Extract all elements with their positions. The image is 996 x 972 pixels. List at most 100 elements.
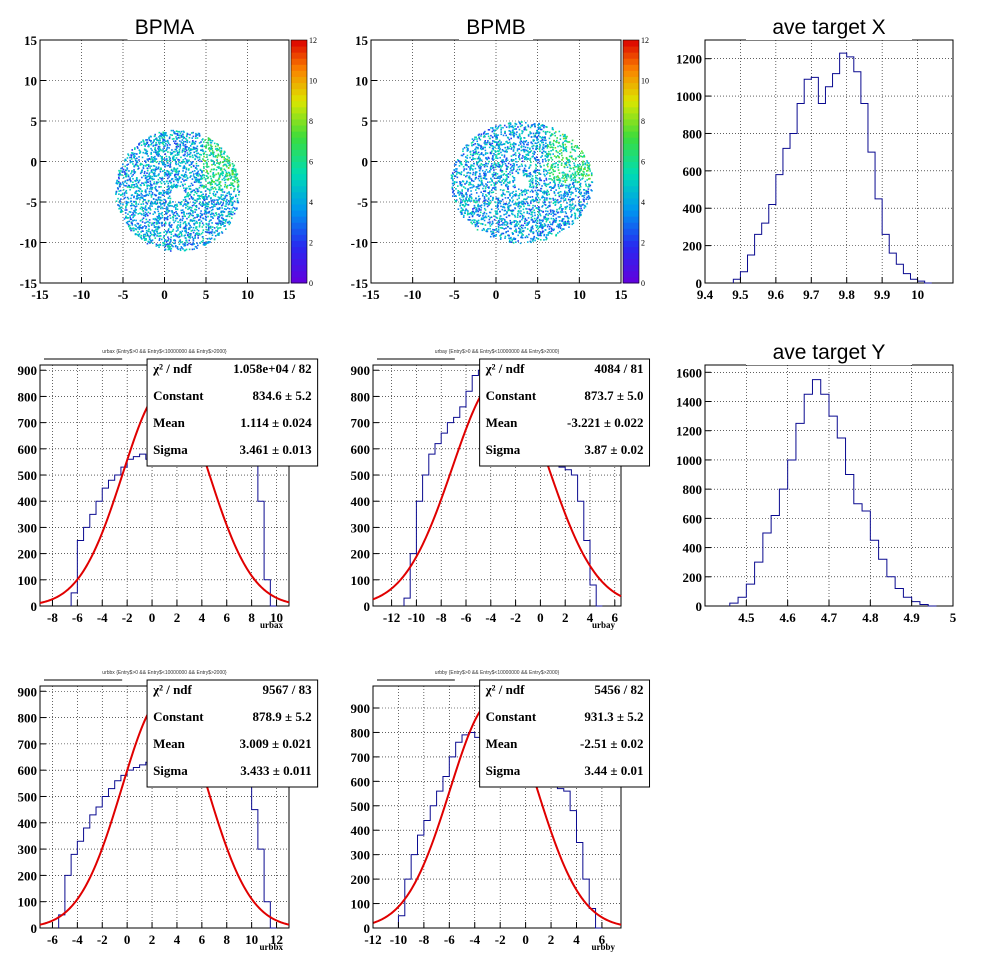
- heatmap-cell: [573, 212, 576, 215]
- heatmap-cell: [229, 212, 232, 215]
- heatmap-cell: [515, 231, 518, 233]
- heatmap-cell: [517, 166, 520, 168]
- heatmap-cell: [152, 218, 155, 220]
- heatmap-cell: [515, 158, 517, 160]
- heatmap-cell: [521, 141, 524, 144]
- heatmap-cell: [485, 185, 487, 188]
- heatmap-cell: [159, 232, 162, 234]
- heatmap-cell: [166, 169, 169, 172]
- heatmap-cell: [215, 203, 218, 206]
- heatmap-cell: [235, 194, 237, 196]
- heatmap-cell: [178, 130, 181, 133]
- heatmap-cell: [559, 223, 561, 225]
- heatmap-cell: [186, 152, 189, 154]
- heatmap-cell: [553, 177, 555, 179]
- heatmap-cell: [535, 207, 538, 209]
- heatmap-cell: [520, 202, 522, 204]
- heatmap-cell: [222, 194, 224, 196]
- heatmap-cell: [175, 168, 178, 171]
- heatmap-cell: [535, 156, 538, 158]
- heatmap-cell: [482, 146, 485, 149]
- heatmap-cell: [569, 164, 571, 167]
- heatmap-cell: [184, 242, 187, 244]
- heatmap-cell: [180, 233, 183, 236]
- heatmap-cell: [152, 145, 155, 147]
- heatmap-cell: [199, 174, 202, 177]
- heatmap-cell: [462, 180, 465, 183]
- heatmap-cell: [148, 199, 150, 202]
- heatmap-cell: [483, 134, 486, 137]
- heatmap-cell: [191, 210, 194, 212]
- heatmap-cell: [131, 175, 133, 178]
- heatmap-cell: [465, 199, 468, 202]
- heatmap-cell: [532, 132, 535, 135]
- heatmap-cell: [568, 189, 571, 192]
- heatmap-cell: [145, 164, 148, 166]
- heatmap-cell: [489, 227, 491, 230]
- heatmap-cell: [230, 175, 233, 178]
- heatmap-cell: [202, 243, 205, 246]
- heatmap-cell: [539, 144, 542, 147]
- heatmap-cell: [126, 179, 129, 181]
- heatmap-cell: [220, 220, 223, 223]
- heatmap-cell: [539, 232, 542, 235]
- heatmap-cell: [172, 157, 174, 159]
- heatmap-cell: [150, 151, 153, 154]
- heatmap-cell: [583, 196, 586, 199]
- heatmap-cell: [158, 206, 161, 208]
- heatmap-cell: [480, 209, 482, 211]
- colorbar-segment: [291, 197, 307, 205]
- heatmap-cell: [175, 171, 177, 174]
- heatmap-cell: [161, 216, 164, 219]
- heatmap-cell: [233, 168, 236, 171]
- heatmap-cell: [509, 180, 511, 183]
- heatmap-cell: [123, 171, 126, 173]
- heatmap-cell: [496, 217, 498, 219]
- heatmap-cell: [145, 151, 147, 154]
- heatmap-cell: [462, 198, 465, 201]
- heatmap-cell: [226, 192, 229, 195]
- heatmap-cell: [195, 135, 197, 137]
- heatmap-cell: [198, 224, 201, 226]
- heatmap-cell: [136, 222, 139, 225]
- heatmap-cell: [226, 184, 229, 187]
- heatmap-cell: [556, 208, 558, 211]
- heatmap-cell: [158, 237, 161, 240]
- heatmap-cell: [471, 212, 473, 214]
- heatmap-cell: [493, 215, 495, 217]
- heatmap-cell: [150, 169, 153, 172]
- heatmap-cell: [124, 172, 126, 174]
- heatmap-cell: [484, 140, 487, 142]
- heatmap-cell: [485, 178, 488, 180]
- heatmap-cell: [494, 235, 497, 237]
- heatmap-cell: [509, 194, 511, 197]
- heatmap-cell: [521, 160, 524, 163]
- heatmap-cell: [548, 159, 550, 161]
- heatmap-cell: [480, 206, 483, 209]
- heatmap-cell: [225, 175, 228, 177]
- heatmap-cell: [210, 177, 212, 180]
- heatmap-cell: [528, 233, 530, 236]
- heatmap-cell: [513, 153, 516, 156]
- heatmap-cell: [462, 194, 465, 196]
- heatmap-cell: [151, 202, 154, 205]
- heatmap-cell: [177, 172, 180, 175]
- x-tick-label: 10: [241, 287, 254, 302]
- heatmap-cell: [476, 223, 478, 226]
- heatmap-cell: [158, 186, 160, 188]
- heatmap-cell: [555, 149, 558, 152]
- heatmap-cell: [181, 135, 184, 138]
- heatmap-cell: [228, 207, 231, 210]
- heatmap-cell: [204, 206, 207, 209]
- heatmap-cell: [134, 158, 137, 160]
- heatmap-cell: [186, 195, 188, 197]
- heatmap-cell: [582, 198, 585, 201]
- heatmap-cell: [177, 201, 180, 204]
- heatmap-cell: [581, 156, 584, 158]
- heatmap-cell: [195, 227, 197, 230]
- heatmap-cell: [237, 179, 239, 181]
- heatmap-cell: [562, 228, 565, 230]
- heatmap-cell: [186, 205, 189, 208]
- heatmap-cell: [568, 185, 570, 187]
- heatmap-cell: [578, 212, 581, 214]
